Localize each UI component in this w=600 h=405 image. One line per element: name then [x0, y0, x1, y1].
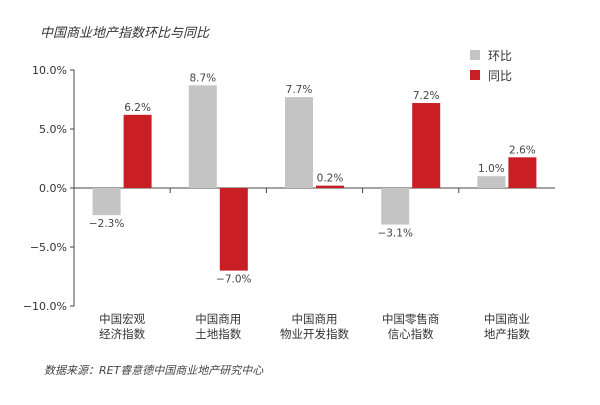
x-category-label: 土地指数 [195, 327, 241, 341]
x-category-label: 经济指数 [99, 327, 145, 341]
data-label-mom: 7.7% [286, 84, 313, 96]
x-category-label: 中国商业 [484, 312, 530, 326]
legend-label-yoy: 同比 [488, 68, 513, 83]
bar-mom [285, 97, 313, 188]
legend-swatch-mom [470, 50, 480, 60]
data-label-yoy: 2.6% [509, 144, 536, 156]
x-category-label: 物业开发指数 [280, 327, 349, 341]
data-label-yoy: 6.2% [124, 102, 151, 114]
data-label-mom: 8.7% [189, 72, 216, 84]
y-tick-label: 10.0% [32, 64, 67, 77]
bar-yoy [508, 157, 537, 188]
bar-mom [92, 188, 121, 216]
bar-mom [477, 176, 506, 188]
data-label-mom: −3.1% [377, 228, 412, 240]
bar-mom [188, 85, 217, 188]
y-tick-label: 0.0% [39, 182, 67, 195]
data-label-mom: −2.3% [89, 218, 124, 230]
x-category-label: 地产指数 [484, 327, 530, 341]
x-category-label: 中国零售商 [382, 312, 440, 326]
x-category-label: 中国宏观 [99, 312, 145, 326]
data-label-yoy: −7.0% [216, 274, 251, 286]
legend-item-mom: 环比 [470, 45, 512, 65]
y-tick-label: −5.0% [30, 241, 67, 254]
legend-label-mom: 环比 [488, 48, 513, 63]
data-label-mom: 1.0% [478, 163, 505, 175]
bar-yoy [123, 114, 152, 188]
data-source-note: 数据来源：RET睿意德中国商业地产研究中心 [44, 364, 264, 377]
y-tick-label: −10.0% [23, 300, 67, 313]
y-tick-label: 5.0% [39, 123, 67, 136]
chart-legend: 环比 同比 [470, 45, 512, 85]
bar-mom [381, 188, 410, 225]
bar-yoy [219, 188, 248, 271]
data-label-yoy: 7.2% [413, 90, 440, 102]
x-category-label: 中国商用 [292, 312, 338, 326]
x-category-label: 信心指数 [388, 327, 434, 341]
x-category-label: 中国商用 [195, 312, 241, 326]
bar-yoy [412, 103, 441, 188]
legend-item-yoy: 同比 [470, 65, 512, 85]
data-label-yoy: 0.2% [317, 173, 344, 185]
bar-yoy [316, 185, 344, 188]
legend-swatch-yoy [470, 70, 480, 80]
chart-title: 中国商业地产指数环比与同比 [40, 26, 210, 41]
